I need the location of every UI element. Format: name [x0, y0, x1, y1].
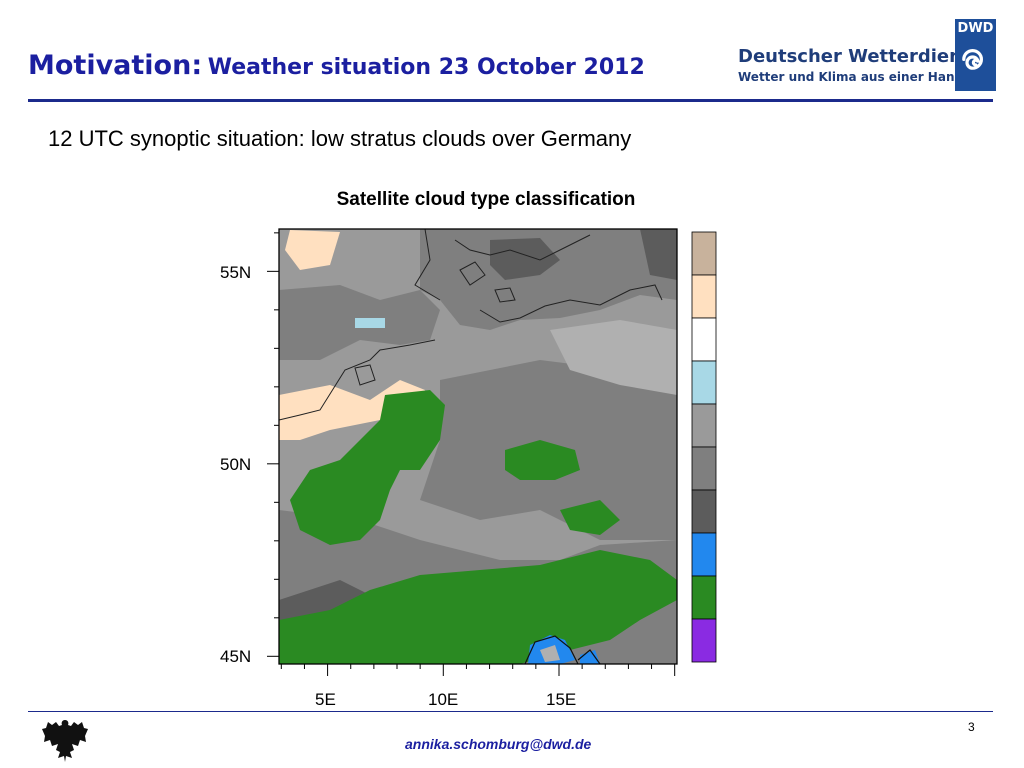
coastline — [577, 649, 601, 665]
cloudfree-land-area — [560, 500, 620, 535]
map-frame — [278, 228, 678, 665]
legend-swatch — [691, 575, 717, 620]
slide-subtitle: 12 UTC synoptic situation: low stratus c… — [48, 126, 632, 151]
coastline — [414, 228, 441, 301]
legend-swatch — [691, 317, 717, 362]
title-main: Motivation: — [28, 50, 203, 81]
legend-swatch — [691, 446, 717, 491]
legend-swatch — [691, 489, 717, 534]
title-rest: Weather situation 23 October 2012 — [207, 55, 645, 80]
author-email: annika.schomburg@dwd.de — [405, 736, 592, 752]
coastline — [494, 287, 516, 303]
high-semitransparent-area — [285, 230, 340, 270]
title-divider — [28, 99, 993, 102]
cloudfree-land-area — [279, 550, 677, 664]
medium-cloud-area — [540, 645, 560, 662]
figure-title: Satellite cloud type classification — [336, 189, 636, 210]
dwd-logo-abbr: DWD — [957, 21, 994, 36]
coastline — [354, 364, 376, 386]
slide-title: Motivation: Weather situation 23 October… — [28, 50, 645, 81]
lon-tick-label: 15E — [546, 690, 577, 709]
coastline — [278, 339, 436, 421]
footer-divider — [28, 711, 993, 712]
medium-cloud-area — [550, 320, 677, 395]
legend-swatch — [691, 403, 717, 448]
lat-tick-label: 55N — [220, 263, 252, 282]
high-cloud-area — [355, 318, 385, 328]
lon-tick-label: 5E — [315, 690, 336, 709]
coastline — [479, 284, 663, 323]
map-background — [278, 228, 677, 665]
coastline — [524, 635, 579, 665]
axis-ticks — [267, 232, 676, 676]
cloudfree-land-area — [505, 440, 580, 480]
lat-tick-label: 50N — [220, 455, 252, 474]
legend-swatch — [691, 274, 717, 319]
coastline — [454, 234, 591, 261]
federal-eagle-icon — [42, 720, 88, 762]
legend-swatch — [691, 231, 717, 276]
cloudfree-land-area — [290, 390, 445, 545]
dwd-logo: DWD — [955, 19, 996, 91]
org-tagline: Wetter und Klima aus einer Hand — [738, 70, 964, 84]
very-low-cloud-area — [490, 238, 560, 280]
page-number: 3 — [968, 720, 975, 734]
legend-swatch — [691, 618, 717, 663]
color-legend: fractionalhigh semitrvery highhighmedium… — [691, 231, 717, 663]
cloud-type-map: fractionalhigh semitrvery highhighmedium… — [267, 228, 717, 676]
lat-tick-label: 45N — [220, 647, 252, 666]
legend-swatch — [691, 360, 717, 405]
very-low-cloud-area — [640, 229, 677, 280]
org-name: Deutscher Wetterdienst — [738, 46, 982, 67]
coastline — [459, 261, 486, 286]
spiral-icon — [962, 49, 983, 70]
legend-swatch — [691, 532, 717, 577]
low-cloud-area — [420, 229, 677, 330]
lon-tick-label: 10E — [428, 690, 459, 709]
